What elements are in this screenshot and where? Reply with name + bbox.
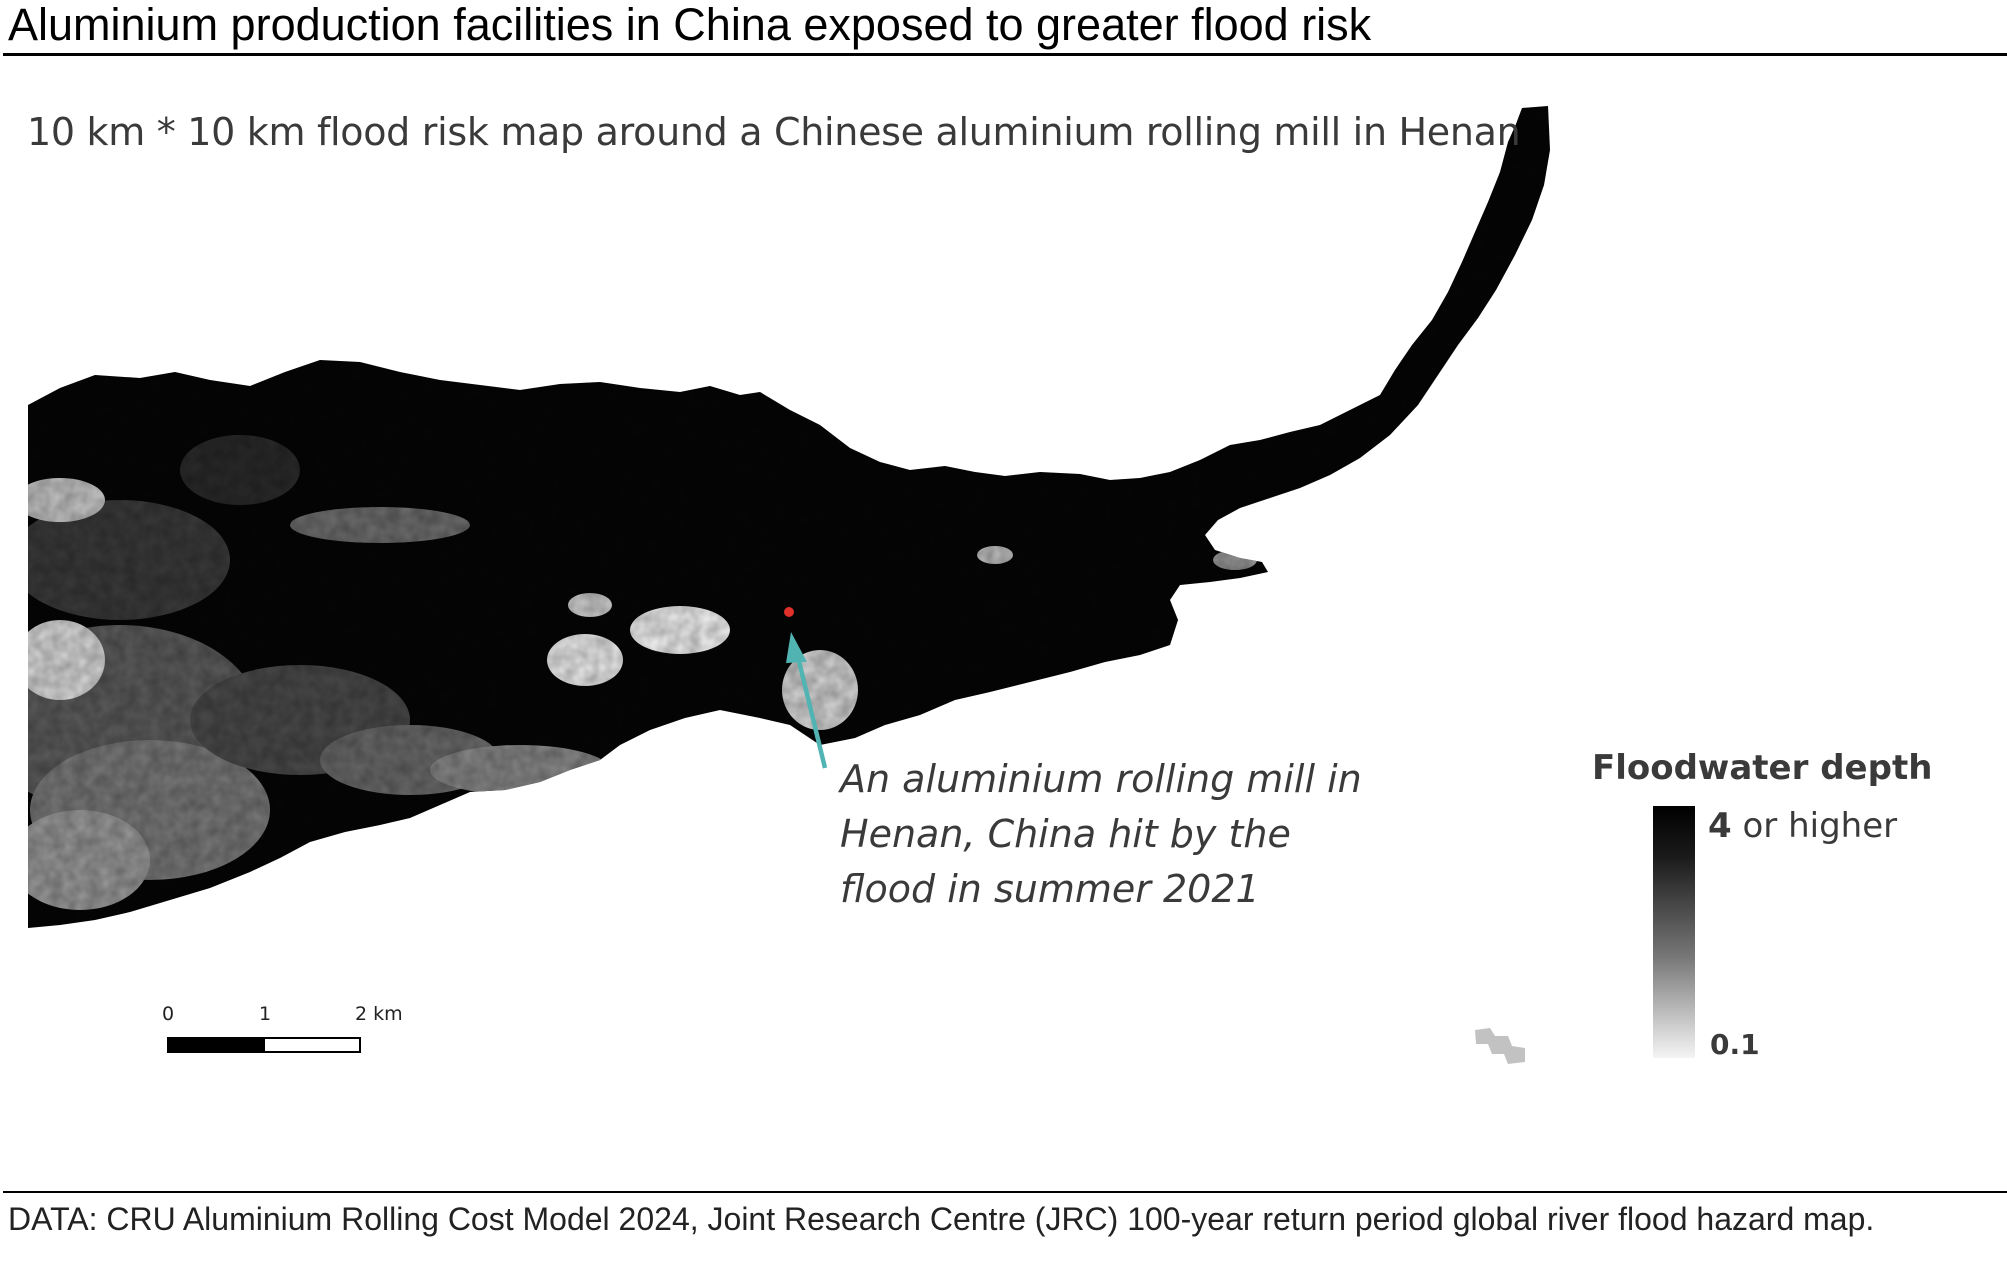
source-note: DATA: CRU Aluminium Rolling Cost Model 2… xyxy=(8,1201,1875,1237)
callout-line: An aluminium rolling mill in xyxy=(840,757,1362,801)
callout-arrowhead xyxy=(786,632,807,663)
page-title: Aluminium production facilities in China… xyxy=(8,0,1372,50)
flood-risk-map xyxy=(28,106,1550,1064)
title-divider xyxy=(3,53,2007,56)
rolling-mill-marker xyxy=(784,607,794,617)
scale-label-2: 2 km xyxy=(355,1003,403,1025)
legend-min-label: 0.1 xyxy=(1710,1028,1760,1061)
footer-divider xyxy=(3,1191,2007,1193)
scale-label-1: 1 xyxy=(259,1003,272,1025)
callout-arrow xyxy=(794,652,828,769)
legend-max-label: 4 or higher xyxy=(1708,806,1897,846)
scale-label-0: 0 xyxy=(162,1003,175,1025)
mill-callout: An aluminium rolling mill in Henan, Chin… xyxy=(840,752,1362,917)
callout-line: flood in summer 2021 xyxy=(840,867,1260,911)
legend-max-value: 4 xyxy=(1708,806,1732,846)
legend-title: Floodwater depth xyxy=(1592,748,1933,788)
scale-bar xyxy=(167,1037,361,1053)
callout-line: Henan, China hit by the xyxy=(840,812,1291,856)
map-subtitle: 10 km * 10 km flood risk map around a Ch… xyxy=(27,110,1521,154)
scale-bar-fill xyxy=(169,1039,265,1051)
legend-max-suffix: or higher xyxy=(1731,806,1898,846)
legend-color-ramp xyxy=(1653,806,1695,1058)
